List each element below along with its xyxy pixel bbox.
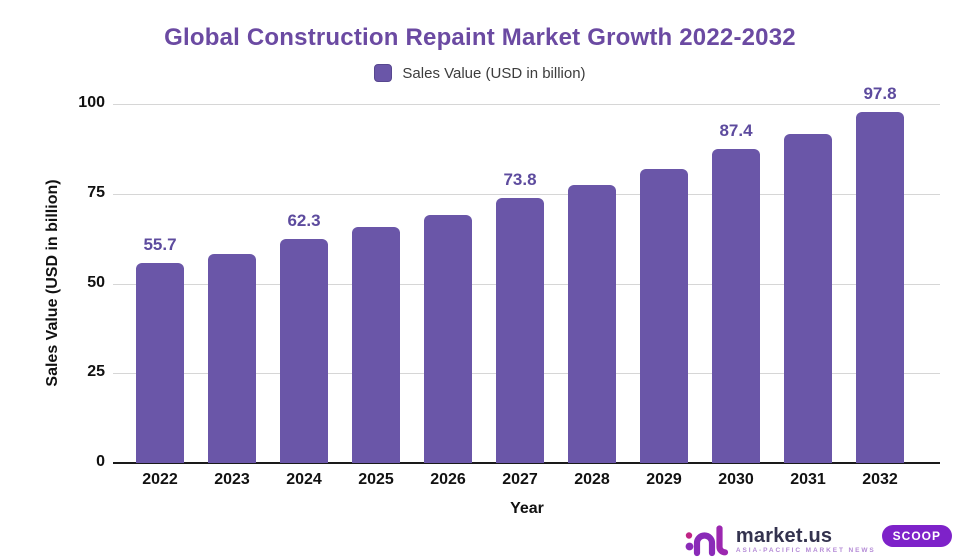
y-tick-label-50: 50 — [87, 273, 105, 291]
legend-label: Sales Value (USD in billion) — [402, 64, 586, 82]
logo-brand-text: market.us — [735, 525, 833, 548]
legend-swatch — [374, 64, 393, 82]
bar-2029 — [640, 168, 688, 463]
gridline-75 — [113, 193, 940, 195]
x-tick-label-2027: 2027 — [502, 471, 538, 488]
value-label-2024: 62.3 — [287, 211, 321, 231]
value-label-2027: 73.8 — [503, 170, 537, 190]
legend: Sales Value (USD in billion) — [0, 64, 960, 82]
logo-tagline-text: ASIA-PACIFIC MARKET NEWS — [735, 547, 876, 555]
bar-2030 — [712, 149, 760, 463]
bar-2026 — [424, 214, 472, 463]
chart-title: Global Construction Repaint Market Growt… — [164, 24, 796, 51]
value-label-2032: 97.8 — [863, 83, 897, 103]
x-tick-label-2031: 2031 — [790, 471, 826, 488]
y-tick-label-25: 25 — [87, 363, 105, 381]
x-tick-label-2032: 2032 — [862, 471, 898, 488]
logo-scoop-badge: SCOOP — [881, 525, 952, 547]
x-tick-label-2024: 2024 — [286, 471, 322, 488]
y-tick-label-100: 100 — [78, 94, 105, 111]
bar-2032 — [856, 111, 904, 463]
x-tick-label-2023: 2023 — [214, 471, 250, 488]
bar-2024 — [280, 239, 328, 463]
x-tick-label-2026: 2026 — [430, 471, 466, 488]
value-label-2030: 87.4 — [719, 121, 753, 141]
x-tick-label-2025: 2025 — [358, 471, 394, 488]
y-tick-label-0: 0 — [96, 453, 105, 470]
brand-watermark: market.us ASIA-PACIFIC MARKET NEWS SCOOP — [684, 524, 952, 557]
bar-2023 — [208, 253, 256, 463]
gridline-100 — [113, 104, 940, 105]
x-axis-title: Year — [510, 500, 544, 517]
x-axis-line — [113, 462, 940, 464]
x-tick-label-2030: 2030 — [718, 471, 754, 488]
bar-2031 — [784, 134, 832, 463]
value-label-2022: 55.7 — [143, 235, 177, 255]
x-tick-label-2029: 2029 — [646, 471, 682, 488]
logo-text-block: market.us ASIA-PACIFIC MARKET NEWS — [736, 526, 876, 555]
bar-2028 — [568, 185, 616, 463]
x-tick-label-2028: 2028 — [574, 471, 610, 488]
bar-2027 — [496, 198, 544, 463]
bar-2022 — [136, 263, 184, 463]
marketus-logo-icon — [685, 525, 729, 557]
y-tick-label-75: 75 — [87, 183, 105, 201]
bar-2025 — [352, 227, 400, 463]
x-tick-label-2022: 2022 — [142, 471, 178, 488]
